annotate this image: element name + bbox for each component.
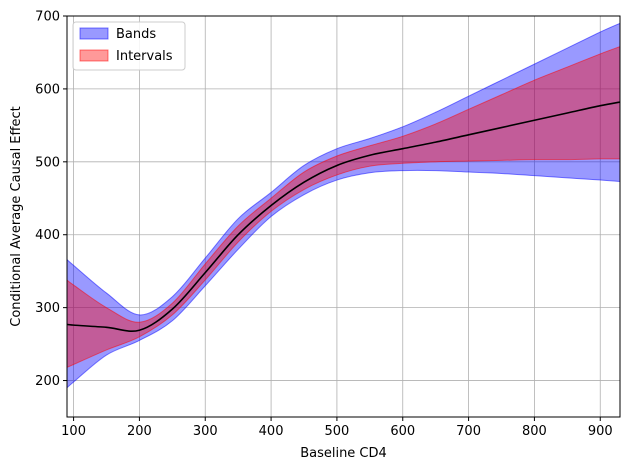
y-tick-label: 300	[35, 301, 60, 316]
plot-frame	[66, 15, 621, 418]
series-intervals-area	[67, 46, 620, 368]
legend-label-intervals: Intervals	[116, 49, 173, 64]
axis-ticks: 100 200 300 400 500 600 700 800 900 200 300 400 500 6…	[35, 10, 612, 440]
x-axis-label: Baseline CD4	[300, 446, 387, 461]
x-tick-label: 100	[61, 424, 86, 439]
x-tick-label: 700	[456, 424, 481, 439]
legend: Bands Intervals	[72, 21, 186, 71]
x-tick-label: 600	[390, 424, 415, 439]
y-tick-label: 500	[35, 155, 60, 170]
x-tick-label: 800	[522, 424, 547, 439]
series-estimate-line	[67, 101, 620, 332]
x-tick-label: 400	[259, 424, 284, 439]
y-tick-label: 200	[35, 374, 60, 389]
series-bands-area	[67, 22, 620, 389]
plot-area	[67, 22, 620, 389]
legend-frame	[72, 21, 186, 71]
legend-swatch-intervals	[79, 49, 109, 62]
x-tick-label: 500	[325, 424, 350, 439]
x-tick-label: 200	[127, 424, 152, 439]
y-tick-label: 400	[35, 228, 60, 243]
legend-label-bands: Bands	[116, 27, 156, 42]
legend-swatch-bands	[79, 27, 109, 40]
x-tick-label: 900	[588, 424, 613, 439]
x-tick-label: 300	[193, 424, 218, 439]
plot-series	[67, 22, 620, 389]
y-tick-label: 600	[35, 82, 60, 97]
y-tick-label: 700	[35, 10, 60, 25]
y-axis-label: Conditional Average Causal Effect	[9, 106, 24, 326]
